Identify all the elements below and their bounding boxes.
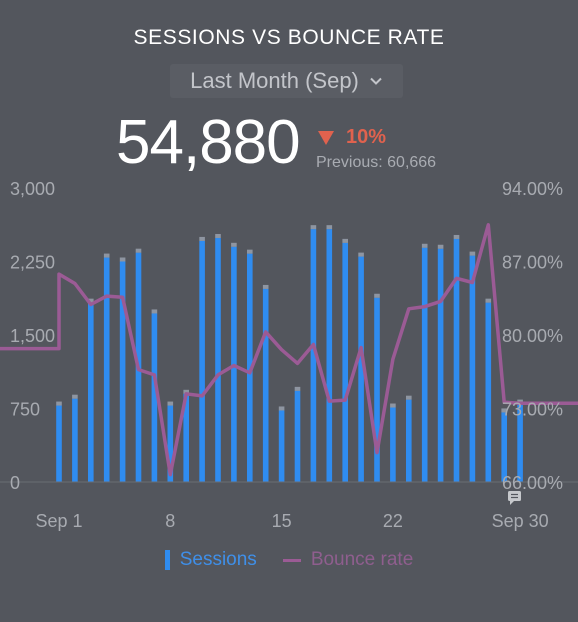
sessions-bar-cap (358, 252, 364, 257)
y-axis-right: 66.00% 73.00% 80.00% 87.00% 94.00% (502, 179, 563, 493)
sessions-bar-cap (151, 309, 158, 314)
down-triangle-icon (318, 130, 334, 145)
sessions-bar[interactable] (326, 229, 333, 482)
change-value: 10% (346, 126, 387, 148)
y-left-tick-label: 3,000 (10, 179, 55, 199)
y-left-tick-label: 750 (10, 400, 40, 420)
sessions-bar[interactable] (88, 302, 94, 482)
sessions-bar-cap (485, 298, 492, 303)
sessions-bar[interactable] (215, 237, 221, 482)
x-tick-label: Sep 1 (35, 511, 82, 531)
sessions-bar-cap (390, 403, 396, 408)
sessions-bar[interactable] (485, 302, 492, 482)
legend-item-sessions[interactable]: Sessions (164, 549, 257, 571)
sessions-bar[interactable] (374, 297, 380, 482)
sessions-bar-cap (421, 243, 428, 248)
sessions-bar[interactable] (437, 248, 444, 482)
legend-label-bounce-rate: Bounce rate (310, 549, 414, 570)
y-right-tick-label: 66.00% (502, 473, 563, 493)
sessions-bar[interactable] (119, 261, 126, 483)
y-right-tick-label: 94.00% (502, 179, 563, 199)
sessions-bar-cap (88, 298, 94, 303)
y-right-tick-label: 87.00% (502, 253, 563, 273)
sessions-bar[interactable] (262, 288, 269, 482)
y-right-tick-label: 80.00% (502, 326, 563, 346)
chevron-down-icon (370, 77, 382, 85)
sessions-bar-cap (406, 395, 412, 400)
sessions-bar-cap (135, 248, 142, 253)
y-left-tick-label: 1,500 (10, 326, 55, 346)
sessions-bar-cap (469, 251, 476, 256)
sessions-bar[interactable] (247, 253, 253, 482)
sessions-bar-cap (453, 234, 460, 239)
sessions-bar[interactable] (453, 238, 460, 482)
legend-swatch-line (282, 558, 301, 562)
chart-title: SESSIONS VS BOUNCE RATE (133, 26, 445, 49)
sessions-bar-cap (501, 408, 507, 413)
sessions-bar[interactable] (469, 255, 476, 482)
sessions-bar[interactable] (72, 398, 78, 482)
x-tick-label: 22 (383, 511, 403, 531)
bounce-rate-line (0, 223, 578, 477)
sessions-bar[interactable] (151, 313, 158, 482)
legend-item-bounce-rate[interactable]: Bounce rate (282, 549, 414, 571)
y-axis-left: 0 750 1,500 2,250 3,000 (10, 179, 55, 493)
sessions-bar-cap (103, 253, 110, 258)
sessions-bar[interactable] (278, 410, 285, 482)
sessions-bar[interactable] (103, 257, 110, 482)
sessions-bars (56, 225, 523, 482)
sessions-bar[interactable] (294, 390, 301, 482)
sessions-bar-cap (374, 293, 380, 298)
sessions-bar[interactable] (167, 405, 174, 482)
sessions-bar-cap (278, 406, 285, 411)
sessions-bar[interactable] (358, 256, 364, 482)
sessions-bar[interactable] (183, 393, 189, 482)
sessions-bar[interactable] (310, 229, 317, 482)
previous-value: Previous: 60,666 (316, 154, 437, 171)
sessions-bar-cap (437, 244, 444, 249)
y-left-tick-label: 2,250 (10, 253, 55, 273)
total-sessions-value: 54,880 (116, 108, 301, 177)
sessions-bar-cap (326, 225, 333, 230)
period-label: Last Month (Sep) (190, 68, 359, 93)
change-indicator: 10% (318, 126, 386, 149)
sessions-bar-cap (72, 394, 78, 399)
sessions-bar-cap (119, 257, 126, 262)
x-tick-label: 15 (272, 511, 292, 531)
legend-swatch-bar (164, 550, 170, 570)
sessions-bar-cap (231, 242, 237, 247)
sessions-bar[interactable] (501, 412, 507, 482)
sessions-bar[interactable] (421, 247, 428, 482)
sessions-bar-cap (262, 284, 269, 289)
annotation-icon[interactable] (508, 491, 521, 505)
x-tick-label: 8 (165, 511, 175, 531)
sessions-bar-cap (247, 249, 253, 254)
y-right-tick-label: 73.00% (502, 400, 563, 420)
chart-legend: Sessions Bounce rate (0, 549, 578, 571)
sessions-bar-cap (183, 389, 189, 394)
sessions-bar-cap (199, 236, 205, 241)
sessions-bar[interactable] (390, 407, 396, 482)
sessions-bar-cap (294, 386, 301, 391)
sessions-bar[interactable] (199, 240, 205, 482)
sessions-bar[interactable] (517, 403, 523, 482)
x-tick-label: Sep 30 (492, 511, 549, 531)
sessions-bar-cap (215, 233, 221, 238)
sessions-bar-cap (56, 401, 62, 406)
sessions-bar[interactable] (342, 242, 348, 482)
sessions-bar[interactable] (56, 405, 62, 482)
y-left-tick-label: 0 (10, 473, 20, 493)
sessions-bar-cap (310, 225, 317, 230)
sessions-bar-cap (167, 401, 174, 406)
sessions-bar-cap (342, 238, 348, 243)
sessions-bar[interactable] (406, 399, 412, 482)
legend-label-sessions: Sessions (179, 549, 257, 570)
x-axis: Sep 1 8 15 22 Sep 30 (35, 511, 548, 531)
period-dropdown[interactable]: Last Month (Sep) (170, 64, 403, 98)
